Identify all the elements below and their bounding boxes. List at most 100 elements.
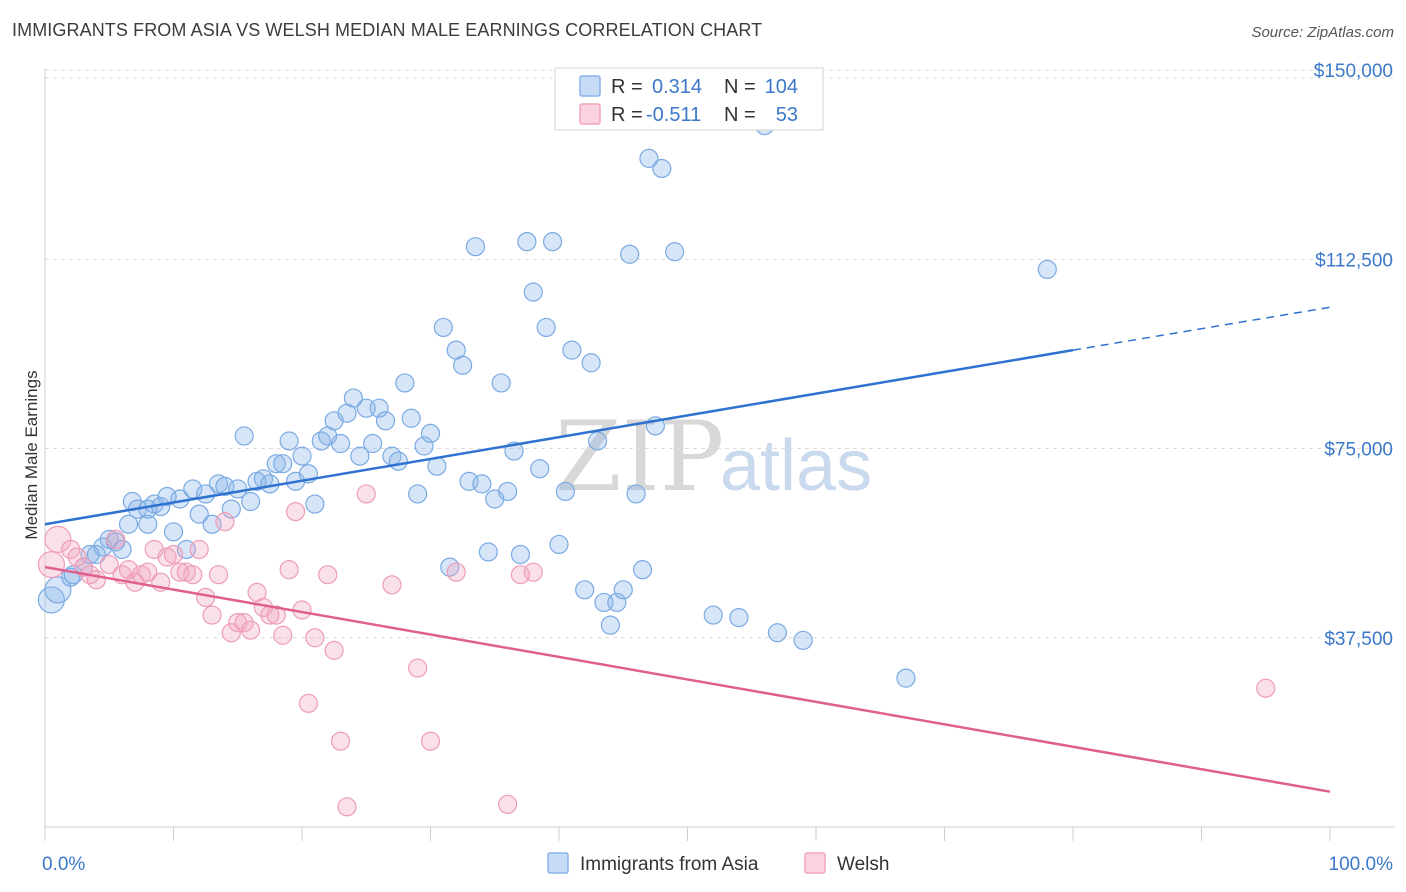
asia-point-35 [266,454,286,474]
asia-point-81 [562,340,582,360]
welsh-point-40 [318,565,338,585]
welsh-point-38 [298,693,319,713]
asia-point-36 [273,454,293,474]
welsh-point-43 [337,797,357,817]
asia-point-45 [330,433,351,454]
welsh-point-39 [305,628,325,648]
chart-title: IMMIGRANTS FROM ASIA VS WELSH MEDIAN MAL… [12,20,763,40]
asia-point-70 [491,373,511,393]
welsh-point-34 [273,625,293,645]
trend-lines [44,306,1331,793]
welsh-point-0 [37,551,66,579]
welsh-point-36 [285,502,306,522]
asia-point-74 [517,232,537,252]
data-points [37,100,1276,817]
asia-point-11 [118,514,139,534]
asia-point-82 [575,580,595,600]
welsh-point-42 [330,731,351,751]
asia-point-97 [703,605,723,625]
welsh-trend-line [44,565,1331,793]
asia-point-59 [420,423,441,444]
welsh-point-25 [215,512,235,532]
asia-point-91 [632,560,653,580]
welsh-point-28 [234,613,254,633]
asia-point-37 [279,431,299,451]
asia-point-47 [343,388,363,408]
asia-point-6 [86,544,107,565]
axes [44,68,1395,841]
asia-point-103 [1037,259,1057,280]
asia-point-61 [433,317,453,338]
bottom-legend: Immigrants from Asia Welsh [547,852,889,875]
legend-n-value-asia: 104 [765,76,798,98]
asia-point-62 [440,557,460,577]
legend-r-value-asia: 0.314 [652,76,702,98]
y-tick-label-2: $112,500 [1315,250,1393,271]
asia-point-55 [395,373,415,393]
welsh-point-29 [241,620,261,640]
asia-point-50 [363,433,383,454]
asia-point-68 [478,542,498,562]
legend-swatch-asia [579,75,601,97]
asia-point-22 [183,479,203,499]
legend: R = 0.314 N = 104 R = -0.511 N = 53 [554,67,824,131]
asia-point-51 [369,398,389,418]
welsh-point-33 [266,605,286,625]
asia-point-76 [530,459,550,479]
bottom-legend-swatch-welsh [804,852,826,874]
welsh-point-26 [221,623,241,643]
asia-point-84 [587,431,608,451]
asia-point-66 [465,237,486,257]
welsh-point-20 [183,565,203,585]
welsh-point-23 [202,605,222,625]
asia-point-73 [510,544,531,565]
legend-n-label-asia: N = [724,76,756,98]
welsh-point-52 [1256,678,1276,698]
welsh-point-8 [106,529,126,549]
asia-point-41 [305,494,325,514]
welsh-point-35 [279,560,299,580]
welsh-point-1 [44,525,72,553]
asia-point-95 [665,242,685,262]
asia-point-78 [542,232,563,252]
asia-point-89 [620,244,640,264]
asia-point-54 [388,451,408,471]
asia-trend-extension [1072,306,1331,351]
welsh-point-4 [73,557,94,577]
watermark-zip: ZIP [555,401,724,513]
asia-point-94 [652,158,672,179]
asia-point-56 [401,408,421,428]
legend-r-value-welsh: -0.511 [646,104,701,126]
welsh-point-2 [61,539,81,560]
asia-point-88 [613,580,633,600]
asia-point-77 [536,317,556,338]
y-axis-label: Median Male Earnings [22,370,41,539]
y-tick-label-1: $75,000 [1324,440,1393,461]
asia-point-42 [311,431,331,451]
legend-r-label-welsh: R = [611,104,643,126]
y-tick-label-3: $150,000 [1314,61,1393,82]
asia-point-102 [896,668,916,688]
y-tick-labels: $37,500 $75,000 $112,500 $150,000 [1314,61,1393,650]
y-tick-label-0: $37,500 [1324,629,1393,650]
welsh-point-6 [86,570,107,590]
asia-point-101 [793,630,813,650]
welsh-point-49 [498,794,518,814]
welsh-point-13 [138,562,158,582]
asia-point-79 [549,534,569,555]
asia-point-19 [163,522,184,542]
asia-point-48 [350,446,370,466]
legend-r-label-asia: R = [611,76,643,98]
asia-point-30 [234,426,254,446]
source-label: Source: ZipAtlas.com [1251,24,1394,41]
welsh-point-21 [189,539,209,560]
legend-n-label-welsh: N = [724,104,756,126]
legend-swatch-welsh [579,103,601,125]
watermark-atlas: atlas [720,426,872,506]
x-tick-label-min: 0.0% [42,854,85,875]
asia-point-14 [138,514,158,534]
asia-point-83 [581,353,601,373]
welsh-point-46 [408,658,428,678]
welsh-point-45 [382,575,402,595]
